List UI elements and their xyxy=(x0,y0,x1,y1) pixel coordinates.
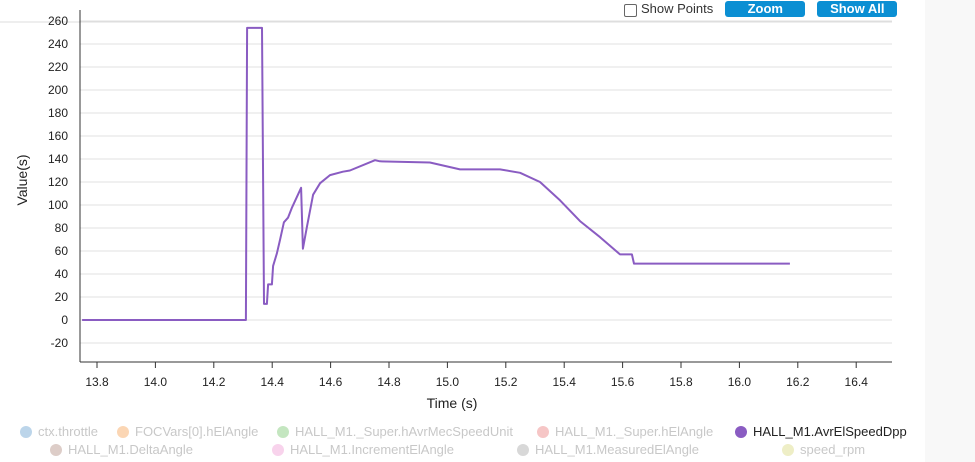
y-tick-label: 140 xyxy=(48,152,68,166)
x-tick-label: 16.0 xyxy=(728,375,752,389)
legend-marker-icon xyxy=(782,443,794,456)
legend-item[interactable]: HALL_M1.IncrementElAngle xyxy=(272,442,454,457)
legend-item[interactable]: HALL_M1.DeltaAngle xyxy=(50,442,193,457)
x-tick-label: 14.0 xyxy=(144,375,168,389)
legend-marker-icon xyxy=(537,425,549,438)
legend-label: HALL_M1._Super.hElAngle xyxy=(555,424,714,439)
zoom-button[interactable]: Zoom xyxy=(725,1,806,17)
y-tick-label: 80 xyxy=(55,221,69,235)
x-tick-label: 16.4 xyxy=(845,375,869,389)
show-all-button[interactable]: Show All xyxy=(817,1,898,17)
x-tick-label: 15.4 xyxy=(553,375,577,389)
y-tick-label: -20 xyxy=(51,336,69,350)
y-tick-label: 160 xyxy=(48,129,68,143)
show-points-checkbox[interactable]: Show Points xyxy=(624,1,714,17)
y-tick-label: 60 xyxy=(55,244,69,258)
legend-item[interactable]: HALL_M1._Super.hAvrMecSpeedUnit xyxy=(277,424,513,439)
legend-item[interactable]: HALL_M1.AvrElSpeedDpp xyxy=(735,424,907,439)
x-tick-label: 15.8 xyxy=(669,375,693,389)
x-tick-label: 16.2 xyxy=(786,375,810,389)
show-points-label: Show Points xyxy=(641,1,714,17)
y-tick-label: 200 xyxy=(48,83,68,97)
x-tick-label: 13.8 xyxy=(85,375,109,389)
y-tick-label: 240 xyxy=(48,37,68,51)
y-tick-label: 100 xyxy=(48,198,68,212)
legend-marker-icon xyxy=(277,425,289,438)
legend-label: HALL_M1.MeasuredElAngle xyxy=(535,442,700,457)
y-tick-label: 220 xyxy=(48,60,68,74)
legend-item[interactable]: ctx.throttle xyxy=(20,424,98,439)
x-tick-label: 15.6 xyxy=(611,375,635,389)
y-tick-label: 20 xyxy=(55,290,69,304)
legend-item[interactable]: FOCVars[0].hElAngle xyxy=(117,424,258,439)
legend-label: HALL_M1.AvrElSpeedDpp xyxy=(753,424,907,439)
y-tick-label: 0 xyxy=(61,313,68,327)
legend-label: HALL_M1.IncrementElAngle xyxy=(290,442,455,457)
y-tick-label: 260 xyxy=(48,14,68,28)
legend-marker-icon xyxy=(272,443,284,456)
legend-label: speed_rpm xyxy=(800,442,866,457)
legend-marker-icon xyxy=(735,425,747,438)
x-tick-label: 14.2 xyxy=(202,375,226,389)
y-tick-label: 180 xyxy=(48,106,68,120)
legend-marker-icon xyxy=(117,425,129,438)
legend-label: ctx.throttle xyxy=(38,424,98,439)
legend-item[interactable]: HALL_M1.MeasuredElAngle xyxy=(517,442,699,457)
legend-label: HALL_M1.DeltaAngle xyxy=(68,442,194,457)
y-axis-label: Value(s) xyxy=(14,154,30,205)
y-tick-label: 40 xyxy=(55,267,69,281)
x-tick-label: 14.4 xyxy=(261,375,285,389)
x-tick-label: 15.0 xyxy=(436,375,460,389)
x-tick-label: 14.8 xyxy=(377,375,401,389)
side-panel xyxy=(925,0,975,462)
legend-item[interactable]: HALL_M1._Super.hElAngle xyxy=(537,424,713,439)
chart-toolbar: Show Points Zoom Show All xyxy=(624,1,898,17)
x-axis-label: Time (s) xyxy=(427,395,478,411)
series-line xyxy=(82,26,790,321)
legend-item[interactable]: speed_rpm xyxy=(782,442,865,457)
line-chart: 260240220200180160140120100806040200-201… xyxy=(0,10,892,411)
legend-label: FOCVars[0].hElAngle xyxy=(135,424,259,439)
x-tick-label: 15.2 xyxy=(494,375,518,389)
legend-marker-icon xyxy=(50,443,62,456)
legend-marker-icon xyxy=(517,443,529,456)
legend-marker-icon xyxy=(20,425,32,438)
x-tick-label: 14.6 xyxy=(319,375,343,389)
legend-label: HALL_M1._Super.hAvrMecSpeedUnit xyxy=(295,424,513,439)
y-tick-label: 120 xyxy=(48,175,68,189)
